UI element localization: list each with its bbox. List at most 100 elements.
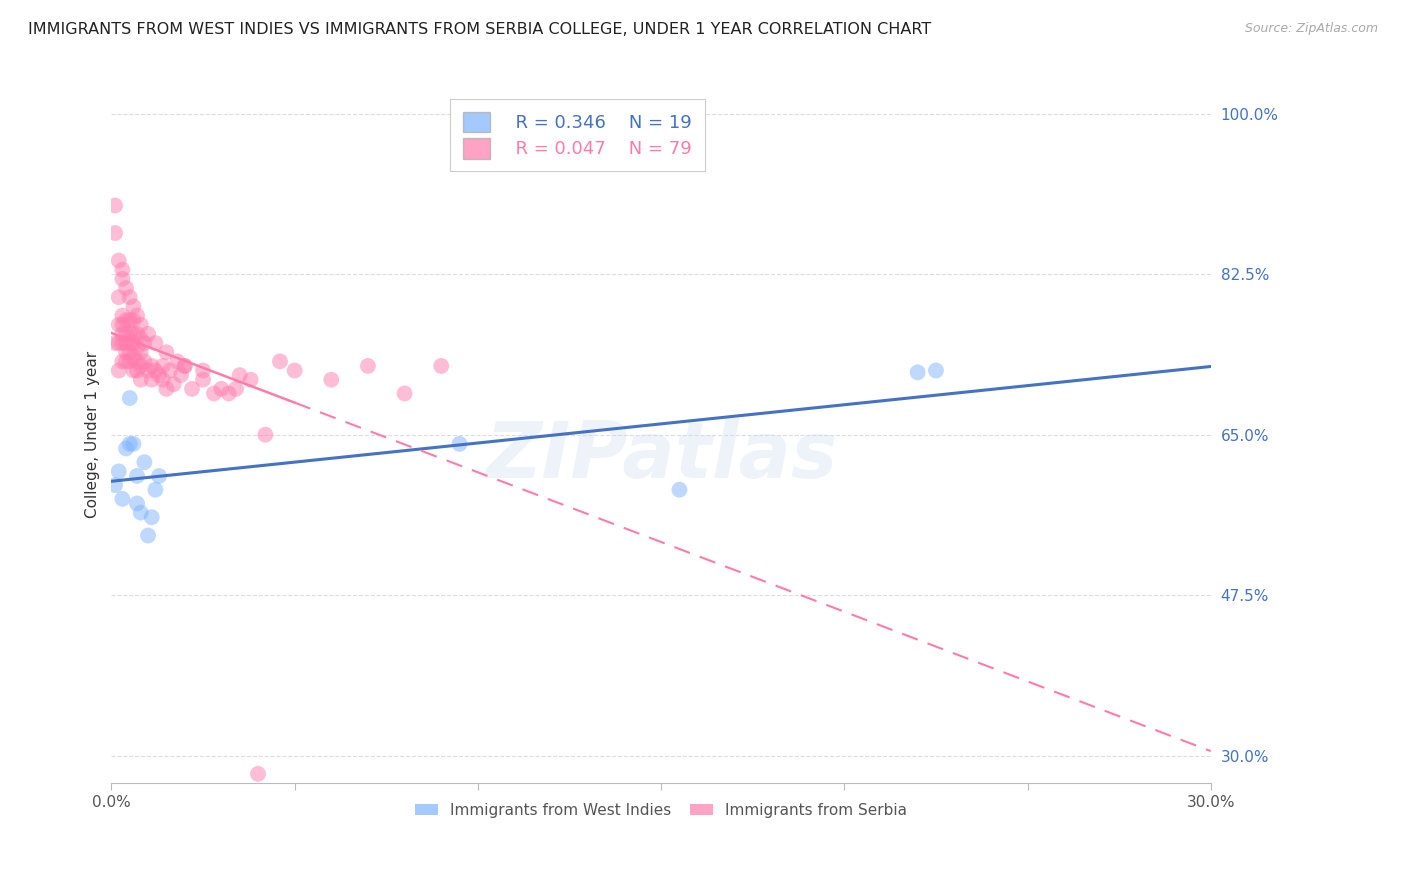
Point [129, 359, 152, 373]
Point [122, 350, 145, 364]
Point [191, 363, 214, 377]
Point [209, 382, 232, 396]
Point [118, 290, 141, 304]
Point [125, 363, 148, 377]
Point [173, 359, 195, 373]
Point [181, 382, 204, 396]
Point [449, 437, 471, 451]
Point [125, 341, 148, 355]
Point [925, 363, 948, 377]
Point [170, 368, 193, 383]
Point [125, 496, 148, 510]
Point [107, 363, 129, 377]
Point [118, 336, 141, 351]
Point [118, 391, 141, 405]
Point [111, 354, 134, 368]
Point [145, 363, 167, 377]
Point [218, 386, 240, 401]
Point [136, 326, 159, 341]
Point [129, 331, 152, 345]
Point [107, 464, 129, 478]
Point [125, 326, 148, 341]
Point [321, 373, 343, 387]
Point [104, 336, 127, 351]
Point [152, 359, 174, 373]
Point [284, 363, 307, 377]
Point [111, 272, 134, 286]
Point [134, 455, 156, 469]
Point [111, 336, 134, 351]
Point [115, 326, 138, 341]
Point [115, 345, 138, 359]
Point [111, 309, 134, 323]
Point [145, 336, 167, 351]
Point [107, 290, 129, 304]
Point [269, 354, 291, 368]
Point [430, 359, 453, 373]
Point [118, 313, 141, 327]
Point [104, 478, 127, 492]
Point [141, 373, 163, 387]
Point [122, 313, 145, 327]
Point [202, 386, 225, 401]
Point [122, 363, 145, 377]
Point [173, 359, 195, 373]
Point [104, 198, 127, 212]
Point [166, 354, 188, 368]
Point [122, 299, 145, 313]
Point [118, 326, 141, 341]
Point [136, 528, 159, 542]
Point [152, 373, 174, 387]
Point [122, 336, 145, 351]
Point [907, 365, 929, 379]
Point [357, 359, 380, 373]
Point [394, 386, 416, 401]
Point [115, 313, 138, 327]
Point [115, 281, 138, 295]
Point [141, 359, 163, 373]
Point [134, 354, 156, 368]
Legend: Immigrants from West Indies, Immigrants from Serbia: Immigrants from West Indies, Immigrants … [409, 797, 912, 824]
Point [228, 368, 250, 383]
Point [111, 262, 134, 277]
Point [246, 767, 269, 781]
Point [254, 427, 277, 442]
Point [668, 483, 690, 497]
Point [239, 373, 262, 387]
Point [129, 373, 152, 387]
Point [159, 363, 181, 377]
Point [107, 318, 129, 332]
Point [111, 318, 134, 332]
Point [125, 354, 148, 368]
Text: IMMIGRANTS FROM WEST INDIES VS IMMIGRANTS FROM SERBIA COLLEGE, UNDER 1 YEAR CORR: IMMIGRANTS FROM WEST INDIES VS IMMIGRANT… [28, 22, 931, 37]
Text: Source: ZipAtlas.com: Source: ZipAtlas.com [1244, 22, 1378, 36]
Point [148, 368, 170, 383]
Point [111, 326, 134, 341]
Point [129, 506, 152, 520]
Point [104, 226, 127, 240]
Point [225, 382, 247, 396]
Point [155, 382, 177, 396]
Point [125, 469, 148, 483]
Point [136, 363, 159, 377]
Text: ZIPatlas: ZIPatlas [485, 417, 837, 493]
Point [122, 326, 145, 341]
Point [129, 318, 152, 332]
Point [115, 336, 138, 351]
Point [107, 336, 129, 351]
Point [129, 345, 152, 359]
Point [118, 354, 141, 368]
Point [134, 336, 156, 351]
Point [111, 491, 134, 506]
Point [141, 510, 163, 524]
Point [115, 354, 138, 368]
Point [118, 345, 141, 359]
Point [118, 437, 141, 451]
Point [191, 373, 214, 387]
Point [145, 483, 167, 497]
Point [115, 442, 138, 456]
Point [163, 377, 186, 392]
Point [122, 437, 145, 451]
Point [155, 345, 177, 359]
Point [107, 253, 129, 268]
